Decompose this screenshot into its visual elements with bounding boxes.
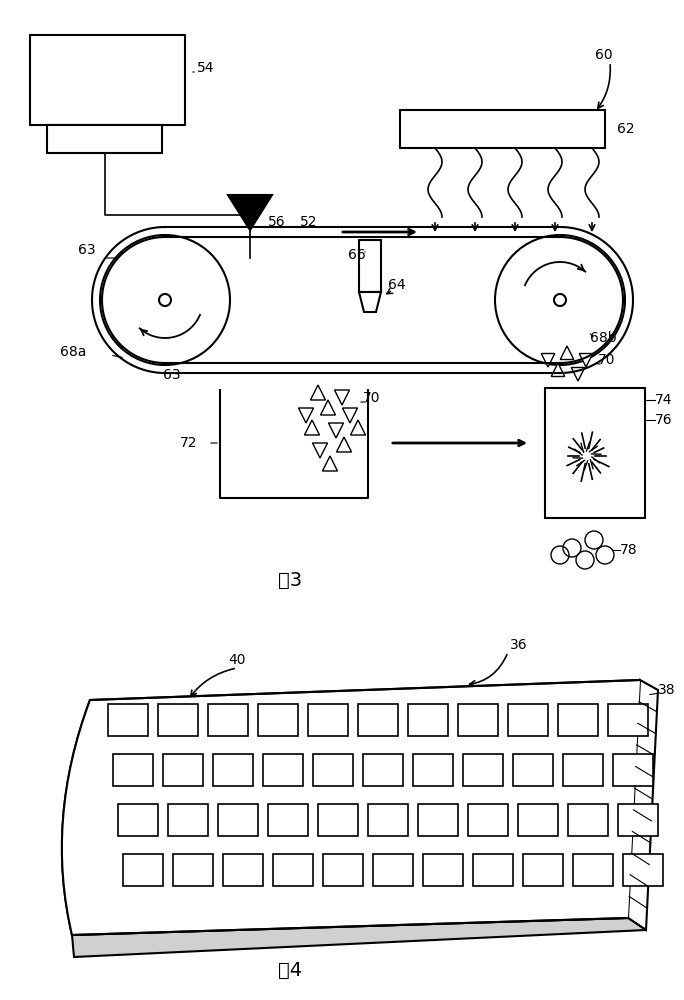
Bar [318, 804, 358, 836]
Polygon shape [228, 195, 272, 230]
Text: 40: 40 [228, 653, 246, 667]
Polygon shape [560, 346, 574, 360]
Bar [613, 754, 653, 786]
Bar [168, 804, 208, 836]
Bar [608, 704, 648, 736]
Bar [108, 704, 148, 736]
Bar [558, 704, 598, 736]
Polygon shape [322, 456, 337, 471]
Polygon shape [628, 680, 658, 930]
Text: 64: 64 [388, 278, 406, 292]
Bar [508, 704, 548, 736]
Text: 52: 52 [300, 215, 317, 229]
Bar [523, 854, 563, 886]
Bar [218, 804, 258, 836]
Text: 60: 60 [595, 48, 613, 62]
Bar [418, 804, 458, 836]
Bar [413, 754, 453, 786]
Polygon shape [571, 367, 585, 381]
Polygon shape [551, 363, 565, 376]
Bar [573, 854, 613, 886]
Text: 62: 62 [617, 122, 635, 136]
Bar [118, 804, 158, 836]
Bar [263, 754, 303, 786]
Polygon shape [298, 408, 313, 423]
Bar [47, 125, 162, 153]
Bar [313, 754, 353, 786]
Text: 72: 72 [180, 436, 198, 450]
Bar [423, 854, 463, 886]
Bar [323, 854, 363, 886]
Polygon shape [311, 385, 326, 400]
Polygon shape [541, 354, 555, 367]
Text: 63: 63 [78, 243, 96, 257]
Bar [400, 110, 605, 148]
Text: 36: 36 [510, 638, 527, 652]
Bar [563, 754, 603, 786]
Text: 74: 74 [655, 393, 672, 407]
Bar [208, 704, 248, 736]
Text: 54: 54 [197, 61, 215, 75]
Text: 70: 70 [598, 353, 616, 367]
Bar [518, 804, 558, 836]
Text: 68a: 68a [60, 345, 86, 359]
Text: 66: 66 [348, 248, 366, 262]
Polygon shape [579, 354, 593, 367]
Bar [358, 704, 398, 736]
Bar [163, 754, 203, 786]
Polygon shape [304, 420, 319, 435]
Polygon shape [343, 408, 358, 423]
Bar [258, 704, 298, 736]
Bar [123, 854, 163, 886]
Text: 76: 76 [655, 413, 672, 427]
Polygon shape [72, 918, 646, 957]
Bar [158, 704, 198, 736]
Bar [463, 754, 503, 786]
Text: 63: 63 [163, 368, 181, 382]
Bar [308, 704, 348, 736]
Text: 图3: 图3 [278, 570, 302, 589]
Bar [408, 704, 448, 736]
Text: 78: 78 [620, 543, 637, 557]
Bar [473, 854, 513, 886]
Polygon shape [350, 420, 365, 435]
Bar [113, 754, 153, 786]
Text: 图4: 图4 [278, 960, 302, 980]
Bar [363, 754, 403, 786]
Polygon shape [328, 423, 343, 438]
Text: 70: 70 [363, 391, 380, 405]
Bar [30, 35, 185, 125]
Bar [213, 754, 253, 786]
Polygon shape [321, 400, 335, 415]
Bar [513, 754, 553, 786]
Polygon shape [337, 437, 352, 452]
Bar [545, 388, 645, 518]
Bar [268, 804, 308, 836]
Polygon shape [313, 443, 328, 458]
Bar [568, 804, 608, 836]
Text: 68b: 68b [590, 331, 616, 345]
Bar [359, 240, 381, 292]
Text: 56: 56 [268, 215, 286, 229]
Bar [623, 854, 663, 886]
Bar [368, 804, 408, 836]
Bar [373, 854, 413, 886]
Text: 38: 38 [658, 683, 676, 697]
Bar [458, 704, 498, 736]
PathPatch shape [62, 680, 640, 935]
Polygon shape [334, 390, 350, 405]
Bar [468, 804, 508, 836]
Bar [618, 804, 658, 836]
Bar [273, 854, 313, 886]
Bar [173, 854, 213, 886]
Polygon shape [359, 292, 381, 312]
Bar [223, 854, 263, 886]
